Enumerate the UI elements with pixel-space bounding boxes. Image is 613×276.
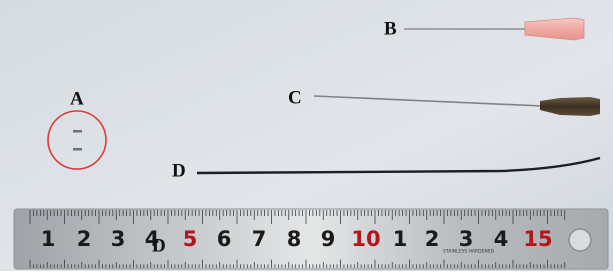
label: C [288,87,302,108]
ruler [14,209,608,269]
ruler-number: 2 [425,227,440,251]
ruler-number: 3 [459,227,474,251]
ruler-number: 15 [523,227,552,251]
ruler-number: 10 [351,227,380,251]
ruler-number: 4 [494,227,509,251]
ruler-number: 8 [287,227,302,251]
ruler-number: 1 [393,227,408,251]
fragment [73,130,82,133]
ruler-number: 7 [252,227,267,251]
ruler-hole [569,229,591,251]
fragment [73,148,82,151]
label: D [172,160,186,181]
label: D [152,235,166,256]
photo: A B C D 12345678910123415 STAINLESS HARD… [0,0,613,271]
ruler-number: 5 [183,227,198,251]
ruler-number: 6 [217,227,232,251]
ruler-number: 3 [111,227,126,251]
label: A [70,88,84,109]
ruler-number: 2 [77,227,92,251]
label: B [384,18,397,39]
ruler-number: 1 [41,227,56,251]
page: A B C D 12345678910123415 STAINLESS HARD… [0,0,613,271]
ruler-number: 9 [321,227,336,251]
ruler-stamp: STAINLESS HARDENED [443,249,495,255]
